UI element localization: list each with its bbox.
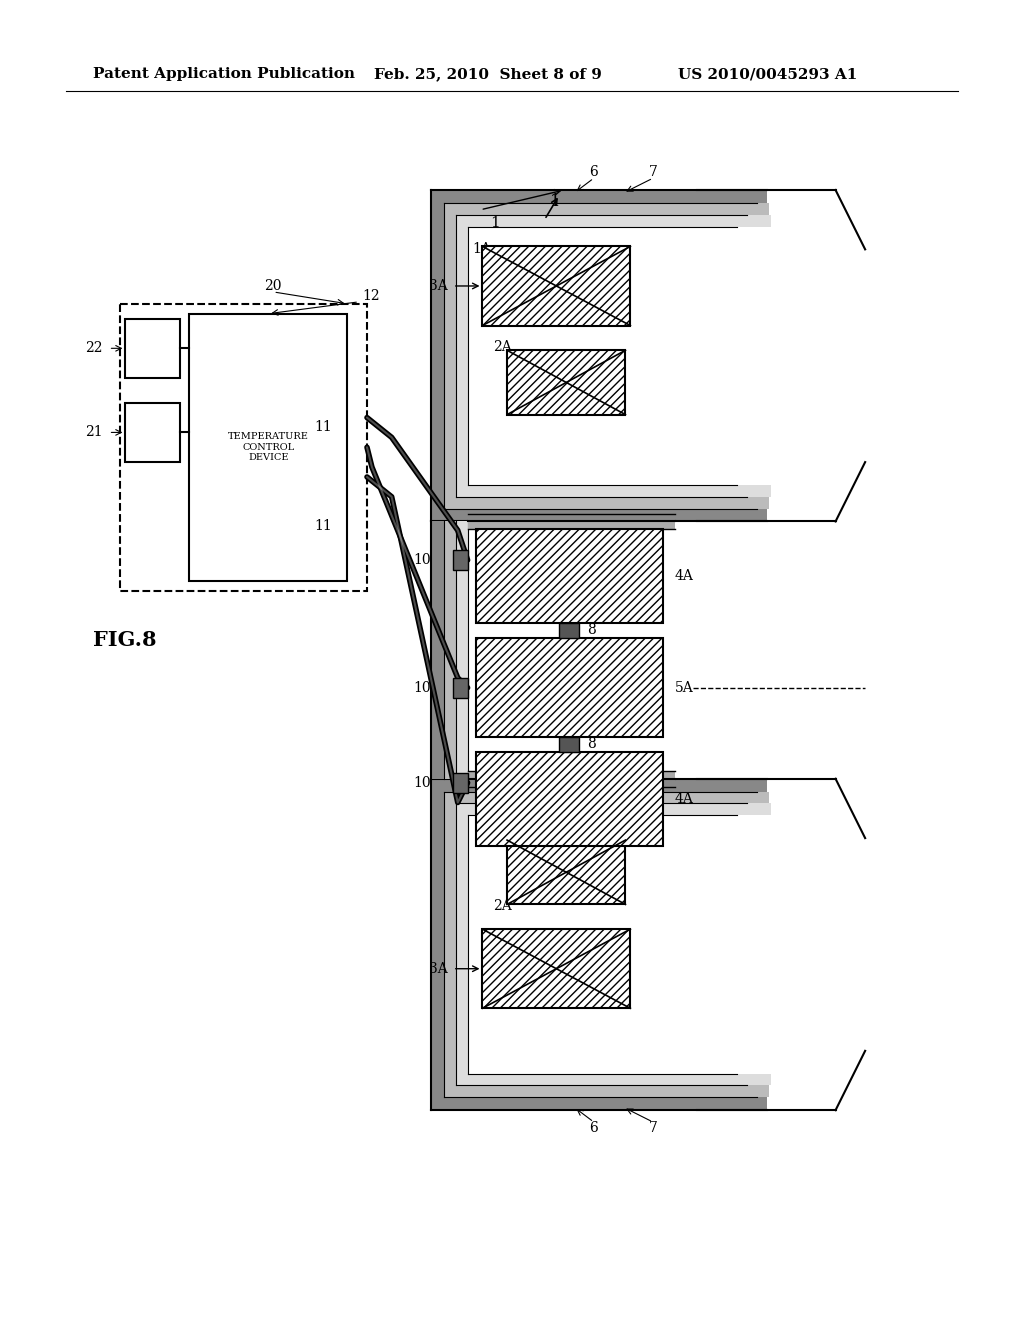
Bar <box>431 190 444 521</box>
Bar <box>475 639 663 737</box>
Bar <box>444 792 769 804</box>
Bar <box>121 304 367 591</box>
Text: 11: 11 <box>314 520 333 533</box>
Bar <box>431 190 767 203</box>
Text: 4A: 4A <box>675 792 693 805</box>
Bar <box>559 737 580 752</box>
Bar <box>472 231 692 480</box>
Bar <box>475 752 663 846</box>
Bar <box>468 521 675 529</box>
Bar <box>453 550 468 570</box>
Bar <box>456 215 771 227</box>
Text: FIG.8: FIG.8 <box>93 630 157 651</box>
Bar <box>456 804 468 1085</box>
Text: 7: 7 <box>648 165 657 180</box>
Bar <box>453 772 468 792</box>
Text: 2A: 2A <box>494 899 512 913</box>
Bar <box>559 623 580 639</box>
Text: Feb. 25, 2010  Sheet 8 of 9: Feb. 25, 2010 Sheet 8 of 9 <box>374 67 602 82</box>
Text: 6: 6 <box>590 165 598 180</box>
Bar <box>468 513 675 521</box>
Bar <box>444 203 769 215</box>
Text: 10: 10 <box>414 681 431 694</box>
Text: 20: 20 <box>264 279 282 293</box>
Bar <box>431 521 444 779</box>
Text: 1A: 1A <box>472 243 492 256</box>
Bar <box>507 840 626 904</box>
Text: US 2010/0045293 A1: US 2010/0045293 A1 <box>678 67 857 82</box>
Text: 3A: 3A <box>429 279 447 293</box>
Bar <box>125 318 179 378</box>
Text: 12: 12 <box>362 289 380 302</box>
Text: 8: 8 <box>587 737 596 751</box>
Bar <box>482 247 631 326</box>
Bar <box>125 403 179 462</box>
Text: 1: 1 <box>550 193 560 210</box>
Text: 11: 11 <box>314 421 333 434</box>
Bar <box>456 1073 771 1085</box>
Text: 22: 22 <box>85 342 102 355</box>
Text: 10: 10 <box>414 553 431 568</box>
Bar <box>472 820 692 1069</box>
Bar <box>507 350 626 414</box>
Bar <box>431 779 444 1110</box>
Text: 3A: 3A <box>429 962 447 975</box>
Bar <box>456 215 468 496</box>
Bar <box>453 677 468 697</box>
Text: 6: 6 <box>590 1121 598 1135</box>
Text: 2A: 2A <box>494 341 512 354</box>
Bar <box>468 779 675 787</box>
Text: 8: 8 <box>587 623 596 638</box>
Text: Patent Application Publication: Patent Application Publication <box>93 67 354 82</box>
Bar <box>444 1085 769 1097</box>
Bar <box>431 779 767 792</box>
Text: 21: 21 <box>85 425 102 440</box>
Bar <box>456 484 771 496</box>
Bar <box>482 929 631 1008</box>
Bar <box>456 521 468 779</box>
Bar <box>444 496 769 508</box>
Bar <box>456 804 771 816</box>
Text: TEMPERATURE
CONTROL
DEVICE: TEMPERATURE CONTROL DEVICE <box>228 433 309 462</box>
Bar <box>444 521 456 779</box>
Bar <box>444 203 456 508</box>
Bar <box>444 792 456 1097</box>
Text: 4A: 4A <box>675 569 693 583</box>
Bar <box>189 314 347 581</box>
Bar <box>475 529 663 623</box>
Bar <box>468 771 675 779</box>
Text: 10: 10 <box>414 776 431 789</box>
Text: 7: 7 <box>648 1121 657 1135</box>
Text: 1: 1 <box>490 215 500 230</box>
Bar <box>431 508 767 521</box>
Text: 5A: 5A <box>675 681 693 694</box>
Bar <box>431 1097 767 1110</box>
